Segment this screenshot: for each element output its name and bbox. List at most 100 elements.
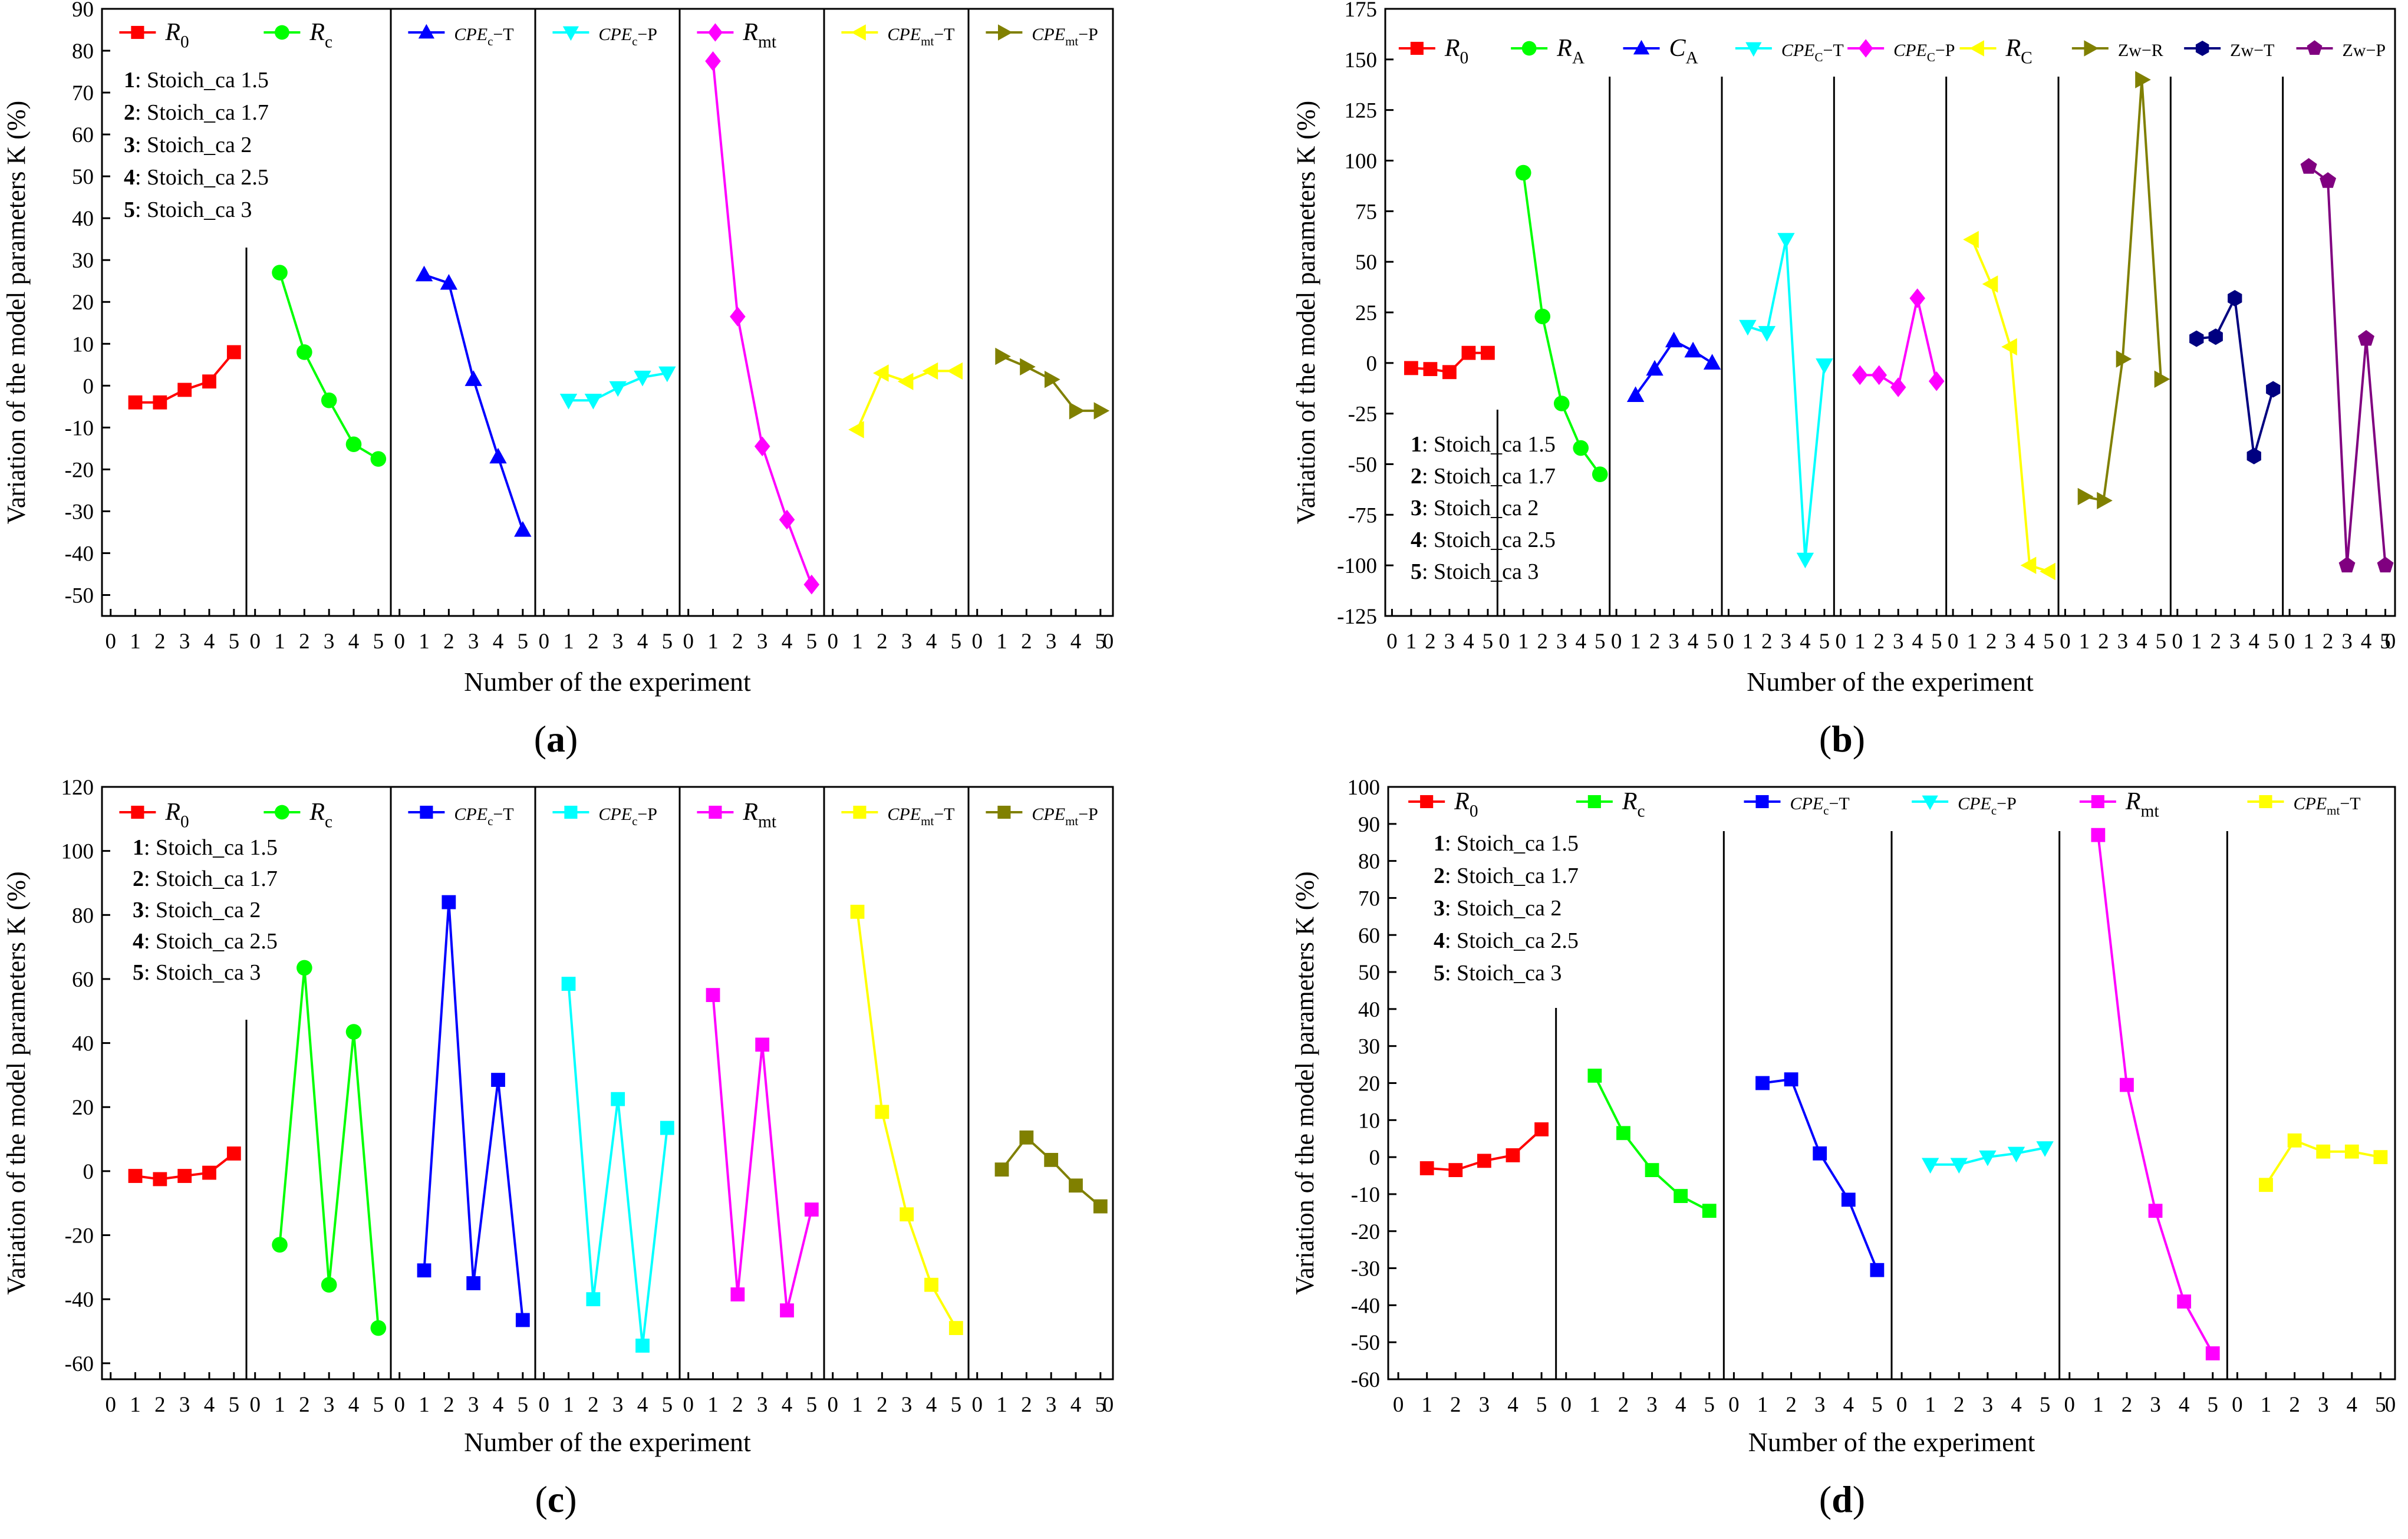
y-axis-title: Variation of the model parameters K (%) bbox=[1292, 101, 1320, 524]
series-Rmt bbox=[705, 51, 820, 595]
data-point bbox=[850, 904, 865, 919]
data-point bbox=[2320, 172, 2337, 188]
x-tick-label: 4 bbox=[1070, 630, 1082, 654]
x-tick-label: 4 bbox=[1507, 1393, 1518, 1417]
data-point bbox=[2154, 370, 2170, 388]
data-point bbox=[1480, 345, 1495, 360]
legend-marker bbox=[420, 805, 433, 819]
x-tick-label: 5 bbox=[373, 1393, 384, 1417]
data-point bbox=[1419, 1161, 1434, 1175]
y-tick-label: 80 bbox=[72, 904, 94, 928]
stoich-key-item: 3: Stoich_ca 2 bbox=[124, 133, 252, 157]
data-point bbox=[2036, 1141, 2054, 1157]
data-point bbox=[1019, 1130, 1034, 1145]
legend-marker bbox=[1420, 795, 1434, 809]
data-point bbox=[2205, 1346, 2220, 1360]
y-tick-label: 50 bbox=[1355, 251, 1377, 275]
series-line bbox=[567, 983, 668, 1346]
legend-entry: Zw−R bbox=[2071, 40, 2163, 60]
chart-panel-d: -60-50-40-30-20-100102030405060708090100… bbox=[1290, 776, 2396, 1520]
panel-label: (c) bbox=[535, 1478, 577, 1520]
x-tick-label: 0 bbox=[971, 630, 983, 654]
x-tick-label: 1 bbox=[130, 1393, 141, 1417]
y-tick-label: 20 bbox=[72, 291, 94, 315]
x-tick-label: 4 bbox=[1070, 1393, 1082, 1417]
x-tick-label: 5 bbox=[2156, 630, 2167, 654]
legend-marker bbox=[709, 805, 722, 819]
legend-entry: CPEc−P bbox=[1912, 794, 2017, 818]
x-tick-label: 5 bbox=[2380, 630, 2391, 654]
legend-entry: RC bbox=[1959, 35, 2033, 68]
y-tick-label: -30 bbox=[65, 500, 94, 524]
legend-entry: Zw−T bbox=[2184, 41, 2274, 60]
x-tick-label: 3 bbox=[324, 1393, 335, 1417]
y-tick-label: 70 bbox=[1358, 887, 1380, 911]
stoich-key-item: 2: Stoich_ca 1.7 bbox=[1411, 464, 1556, 489]
legend-marker bbox=[1745, 42, 1762, 57]
series-line bbox=[278, 272, 379, 460]
stoich-key-item: 5: Stoich_ca 3 bbox=[133, 960, 261, 985]
x-tick-label: 2 bbox=[1425, 630, 1436, 654]
x-tick-label: 1 bbox=[707, 1393, 719, 1417]
x-tick-label: 0 bbox=[2232, 1393, 2243, 1417]
x-tick-label: 1 bbox=[707, 630, 719, 654]
data-point bbox=[153, 1172, 167, 1187]
x-tick-label: 1 bbox=[2303, 630, 2314, 654]
legend-entry: CPEc−T bbox=[408, 24, 514, 48]
legend-entry: Zw−P bbox=[2296, 40, 2386, 60]
x-tick-label: 2 bbox=[877, 630, 888, 654]
data-point bbox=[1777, 233, 1795, 249]
y-tick-label: 10 bbox=[1358, 1109, 1380, 1133]
data-point bbox=[440, 273, 458, 290]
legend-marker bbox=[418, 24, 434, 39]
x-tick-label: 4 bbox=[1675, 1393, 1686, 1417]
data-point bbox=[2259, 1178, 2273, 1192]
legend-entry: CPEmt−T bbox=[841, 805, 954, 828]
x-tick-label: 1 bbox=[996, 1393, 1007, 1417]
x-tick-label: 5 bbox=[1819, 630, 1830, 654]
x-tick-label: 0 bbox=[249, 1393, 261, 1417]
data-point bbox=[1674, 1189, 1688, 1203]
x-tick-label: 1 bbox=[274, 630, 285, 654]
y-tick-label: 20 bbox=[72, 1096, 94, 1120]
x-tick-label: 3 bbox=[612, 1393, 624, 1417]
legend-label: CA bbox=[1669, 35, 1699, 68]
data-point bbox=[177, 1169, 192, 1183]
series-R0 bbox=[1404, 345, 1495, 380]
data-point bbox=[177, 383, 192, 397]
y-tick-label: -50 bbox=[1348, 453, 1377, 477]
x-tick-label: 1 bbox=[563, 630, 574, 654]
x-tick-label: 0 bbox=[827, 1393, 838, 1417]
x-tick-label: 0 bbox=[971, 1393, 983, 1417]
x-tick-label: 2 bbox=[732, 630, 743, 654]
data-point bbox=[1645, 1163, 1659, 1178]
series-line bbox=[2196, 294, 2275, 457]
data-point bbox=[2007, 1146, 2025, 1163]
stoich-key-item: 4: Stoich_ca 2.5 bbox=[1411, 528, 1556, 552]
data-point bbox=[1587, 1069, 1602, 1083]
data-point bbox=[128, 1169, 143, 1183]
series-CPEc-P bbox=[559, 366, 676, 410]
x-tick-label: 4 bbox=[782, 630, 793, 654]
data-point bbox=[1515, 164, 1531, 181]
legend-marker bbox=[131, 805, 144, 819]
x-tick-label: 0 bbox=[1103, 630, 1114, 654]
plot-frame bbox=[101, 786, 1114, 1380]
legend-entry: CPEc−T bbox=[1744, 794, 1850, 818]
x-tick-label: 5 bbox=[1483, 630, 1494, 654]
y-tick-label: 0 bbox=[83, 1160, 94, 1184]
series-line bbox=[1522, 172, 1601, 475]
x-tick-label: 5 bbox=[2043, 630, 2054, 654]
data-point bbox=[586, 1292, 601, 1307]
data-point bbox=[345, 436, 362, 453]
data-point bbox=[1461, 345, 1476, 360]
series-line bbox=[1860, 298, 1938, 390]
y-tick-label: 75 bbox=[1355, 200, 1377, 224]
stoich-key-item: 2: Stoich_ca 1.7 bbox=[133, 866, 278, 891]
series-CPEmt-T bbox=[850, 904, 963, 1335]
legend-marker bbox=[1922, 795, 1938, 810]
data-point bbox=[873, 364, 889, 382]
x-tick-label: 0 bbox=[394, 1393, 405, 1417]
legend-label: CPEc−T bbox=[1790, 794, 1849, 818]
y-tick-label: -125 bbox=[1337, 605, 1377, 629]
